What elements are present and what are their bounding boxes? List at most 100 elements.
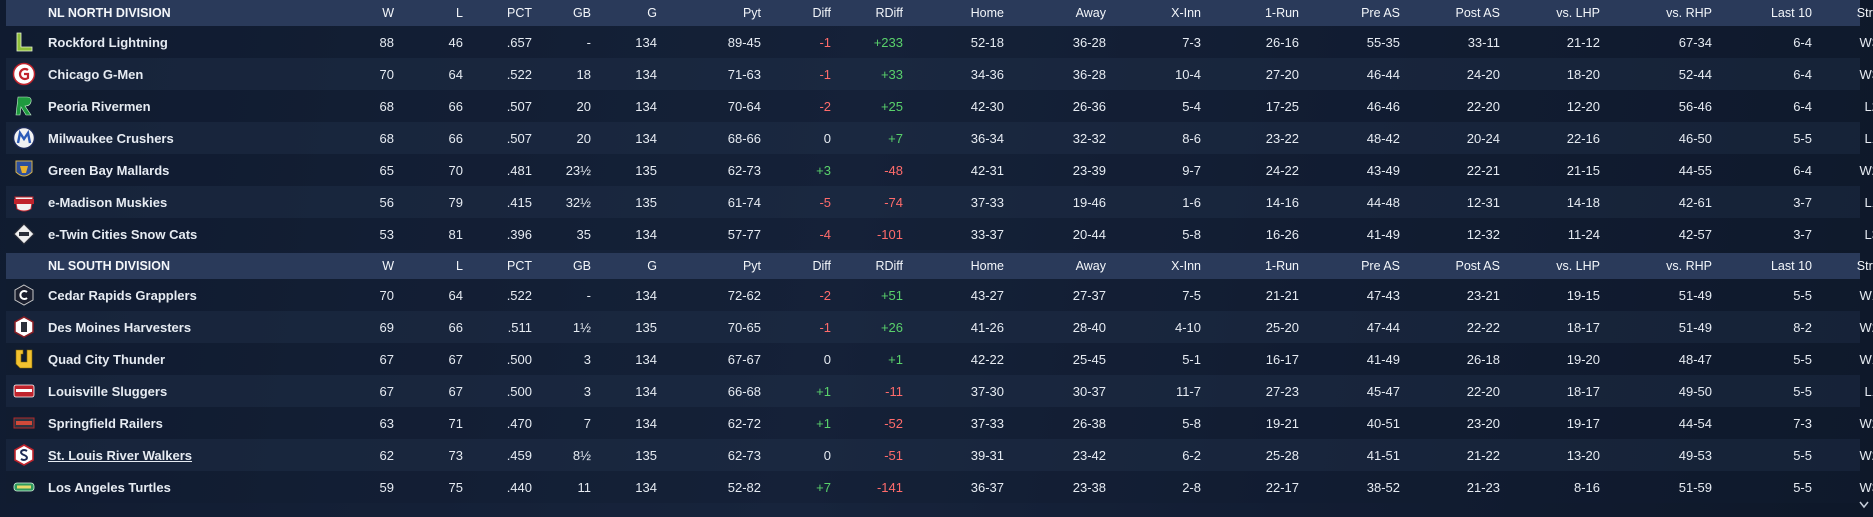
team-name[interactable]: e-Madison Muskies	[48, 194, 168, 210]
team-name[interactable]: Quad City Thunder	[48, 351, 165, 367]
team-name[interactable]: Peoria Rivermen	[48, 98, 151, 114]
column-header-vs-rhp[interactable]: vs. RHP	[1666, 6, 1712, 20]
column-header-pct[interactable]: PCT	[507, 6, 532, 20]
team-row[interactable]: Des Moines Harvesters 69 66 .511 1½ 135 70-65 -…	[6, 311, 1873, 343]
column-header-1-run[interactable]: 1-Run	[1264, 259, 1299, 273]
team-name[interactable]: Rockford Lightning	[48, 34, 168, 50]
team-row[interactable]: Louisville Sluggers 67 67 .500 3 134 66-68 +1 -1…	[6, 375, 1873, 407]
cell-w: 59	[379, 479, 394, 495]
column-header-pre-as[interactable]: Pre AS	[1361, 6, 1400, 20]
cell-away: 23-38	[1072, 479, 1106, 495]
cell-w: 68	[379, 130, 394, 146]
cell-home: 42-22	[970, 351, 1004, 367]
cell-post-as: 23-20	[1466, 415, 1500, 431]
team-name[interactable]: e-Twin Cities Snow Cats	[48, 226, 198, 242]
team-name[interactable]: Des Moines Harvesters	[48, 319, 192, 335]
cell-away: 32-32	[1072, 130, 1106, 146]
team-name[interactable]: Green Bay Mallards	[48, 162, 170, 178]
team-row[interactable]: Rockford Lightning 88 46 .657 - 134 89-45 -1 +23…	[6, 26, 1873, 58]
team-row[interactable]: e-Madison Muskies 56 79 .415 32½ 135 61-74 -5 -7…	[6, 186, 1873, 218]
column-header-last-10[interactable]: Last 10	[1770, 6, 1812, 20]
cell-diff: -5	[819, 194, 831, 210]
column-header-diff[interactable]: Diff	[812, 259, 831, 273]
cell-g: 135	[635, 319, 657, 335]
column-header-w[interactable]: W	[382, 6, 394, 20]
division-rows: Cedar Rapids Grapplers 70 64.522-134 72-62-…	[6, 279, 1873, 503]
team-name[interactable]: Los Angeles Turtles	[48, 479, 171, 495]
cell-l: 75	[448, 479, 463, 495]
team-row[interactable]: Peoria Rivermen 68 66 .507 20 134 70-64 -2 +25 42…	[6, 90, 1873, 122]
column-header-pre-as[interactable]: Pre AS	[1361, 259, 1400, 273]
cell-last-10: 8-2	[1793, 319, 1812, 335]
column-header-g[interactable]: G	[647, 6, 657, 20]
cell-w: 70	[379, 287, 394, 303]
column-header-vs-lhp[interactable]: vs. LHP	[1556, 6, 1600, 20]
team-row[interactable]: St. Louis River Walkers 62 73 .459 8½ 135 62-7…	[6, 439, 1873, 471]
column-header-last-10[interactable]: Last 10	[1770, 259, 1812, 273]
column-header-strk[interactable]: Strk	[1856, 6, 1873, 20]
column-header-away[interactable]: Away	[1075, 6, 1106, 20]
cell-gb: 1½	[572, 319, 591, 335]
cell-away: 23-42	[1072, 447, 1106, 463]
team-row[interactable]: Milwaukee Crushers 68 66 .507 20 134 68-66 0 +7 3…	[6, 122, 1873, 154]
column-header-pyt[interactable]: Pyt	[742, 6, 761, 20]
column-header-gb[interactable]: GB	[572, 259, 591, 273]
cell-w: 53	[379, 226, 394, 242]
team-row[interactable]: Cedar Rapids Grapplers 70 64 .522 - 134 72-62 -…	[6, 279, 1873, 311]
team-row[interactable]: e-Twin Cities Snow Cats 53 81 .396 35 134 57-7…	[6, 218, 1873, 250]
cell-w: 70	[379, 66, 394, 82]
column-header-diff[interactable]: Diff	[812, 6, 831, 20]
column-header-home[interactable]: Home	[970, 6, 1004, 20]
cell-l: 66	[448, 319, 463, 335]
cell-home: 33-37	[970, 226, 1004, 242]
column-header-rdiff[interactable]: RDiff	[875, 259, 903, 273]
column-header-vs-lhp[interactable]: vs. LHP	[1556, 259, 1600, 273]
team-logo	[6, 158, 42, 182]
team-name[interactable]: Milwaukee Crushers	[48, 130, 174, 146]
column-header-g[interactable]: G	[647, 259, 657, 273]
column-header-home[interactable]: Home	[970, 259, 1004, 273]
cell-g: 134	[635, 98, 657, 114]
cell-home: 36-34	[970, 130, 1004, 146]
team-name[interactable]: Cedar Rapids Grapplers	[48, 287, 197, 303]
column-header-post-as[interactable]: Post AS	[1455, 6, 1500, 20]
column-header-away[interactable]: Away	[1075, 259, 1106, 273]
cell-gb: 20	[576, 98, 591, 114]
cell-vs-lhp: 13-20	[1566, 447, 1600, 463]
column-header-l[interactable]: L	[456, 259, 463, 273]
team-name[interactable]: St. Louis River Walkers	[48, 447, 193, 463]
column-header-post-as[interactable]: Post AS	[1455, 259, 1500, 273]
scroll-down-icon[interactable]	[1859, 499, 1869, 511]
team-name[interactable]: Louisville Sluggers	[48, 383, 168, 399]
railers-logo-icon	[13, 417, 35, 429]
column-header-gb[interactable]: GB	[572, 6, 591, 20]
team-name[interactable]: Chicago G-Men	[48, 66, 144, 82]
cell-away: 19-46	[1072, 194, 1106, 210]
cell-gb: 18	[576, 66, 591, 82]
cell-1-run: 27-23	[1265, 383, 1299, 399]
column-header-pct[interactable]: PCT	[507, 259, 532, 273]
column-header-vs-rhp[interactable]: vs. RHP	[1666, 259, 1712, 273]
column-header-strk[interactable]: Strk	[1856, 259, 1873, 273]
column-header-x-inn[interactable]: X-Inn	[1171, 259, 1201, 273]
cell-diff: 0	[823, 351, 831, 367]
column-header-l[interactable]: L	[456, 6, 463, 20]
team-row[interactable]: Chicago G-Men 70 64 .522 18 134 71-63 -1 +33 34-3…	[6, 58, 1873, 90]
column-header-x-inn[interactable]: X-Inn	[1171, 6, 1201, 20]
team-name[interactable]: Springfield Railers	[48, 415, 163, 431]
cell-pct: .481	[506, 162, 532, 178]
column-header-pyt[interactable]: Pyt	[742, 259, 761, 273]
cell-home: 42-31	[970, 162, 1004, 178]
cell-x-inn: 6-2	[1182, 447, 1201, 463]
cell-gb: 23½	[565, 162, 591, 178]
column-header-w[interactable]: W	[382, 259, 394, 273]
cell-rdiff: +1	[888, 351, 903, 367]
column-header-rdiff[interactable]: RDiff	[875, 6, 903, 20]
cell-away: 28-40	[1072, 319, 1106, 335]
team-row[interactable]: Green Bay Mallards 65 70 .481 23½ 135 62-73 +3 -…	[6, 154, 1873, 186]
team-row[interactable]: Springfield Railers 63 71 .470 7 134 62-72 +1 -5…	[6, 407, 1873, 439]
column-header-1-run[interactable]: 1-Run	[1264, 6, 1299, 20]
team-row[interactable]: Los Angeles Turtles 59 75 .440 11 134 52-82 +7 -…	[6, 471, 1873, 503]
cell-x-inn: 7-3	[1182, 34, 1201, 50]
team-row[interactable]: Quad City Thunder 67 67 .500 3 134 67-67 0 +1 42-…	[6, 343, 1873, 375]
